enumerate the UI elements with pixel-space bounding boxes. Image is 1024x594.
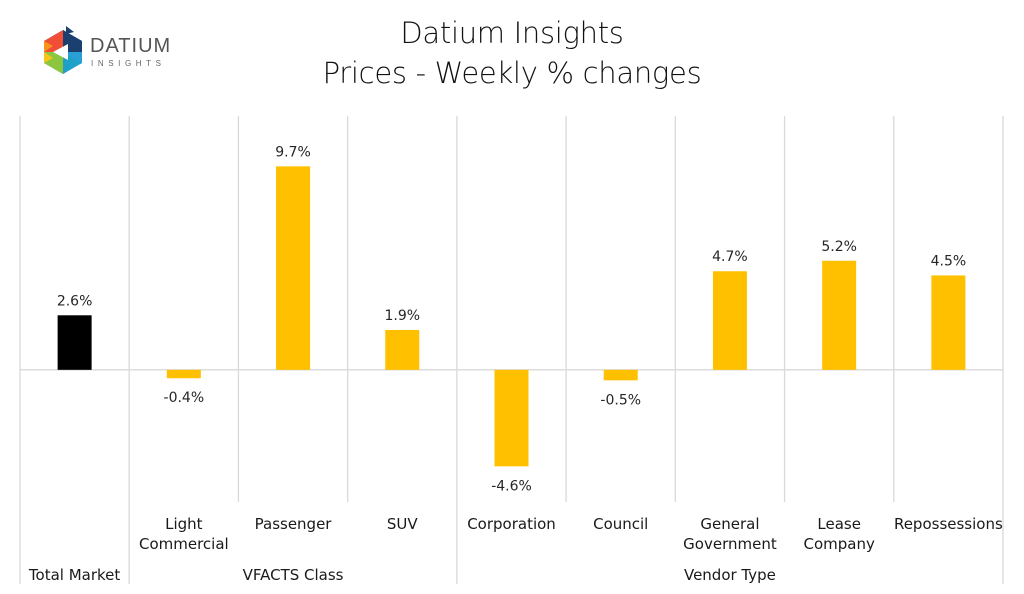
group-label: VFACTS Class <box>243 566 344 584</box>
group-label: Vendor Type <box>684 566 776 584</box>
category-label: Commercial <box>139 535 229 553</box>
logo-subtitle: INSIGHTS <box>91 59 166 68</box>
bar-7 <box>822 260 857 370</box>
data-label: -0.4% <box>164 390 205 406</box>
category-label: Repossessions <box>894 515 1003 533</box>
category-label: Lease <box>817 515 861 533</box>
category-label: General <box>700 515 759 533</box>
bar-0 <box>57 315 92 370</box>
category-label: Company <box>803 535 874 553</box>
bar-8 <box>931 275 966 370</box>
bar-6 <box>712 271 747 370</box>
data-label: -0.5% <box>600 392 641 408</box>
category-label: Passenger <box>255 515 333 533</box>
data-label: 4.5% <box>931 253 967 269</box>
chart-subtitle: Prices - Weekly % changes <box>322 56 702 90</box>
bar-2 <box>276 166 311 370</box>
data-label: 5.2% <box>821 239 857 255</box>
category-label: Corporation <box>467 515 556 533</box>
datium-logo: DATIUM INSIGHTS <box>38 26 178 78</box>
chart-title: Datium Insights <box>400 16 624 50</box>
category-label: Government <box>683 535 777 553</box>
bar-5 <box>603 369 638 381</box>
category-label: SUV <box>387 515 419 533</box>
bar-4 <box>494 369 529 467</box>
data-label: 2.6% <box>57 293 93 309</box>
datium-hexagon-icon <box>44 26 82 74</box>
data-label: 1.9% <box>384 308 420 324</box>
bar-1 <box>166 369 201 379</box>
group-label: Total Market <box>28 566 120 584</box>
data-label: -4.6% <box>491 478 532 494</box>
data-label: 9.7% <box>275 144 311 160</box>
category-label: Light <box>165 515 203 533</box>
data-label: 4.7% <box>712 249 748 265</box>
category-label: Council <box>593 515 648 533</box>
logo-wordmark: DATIUM <box>90 35 172 57</box>
bar-3 <box>385 329 420 370</box>
